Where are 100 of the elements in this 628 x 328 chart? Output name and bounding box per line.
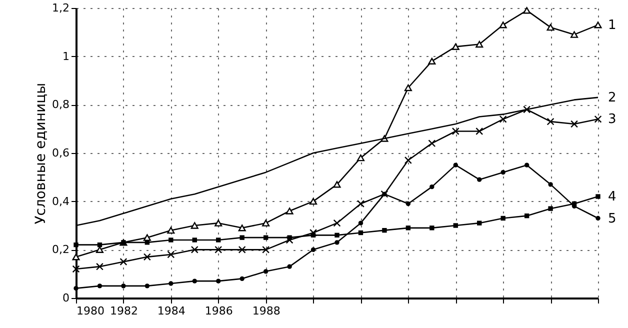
point — [477, 220, 482, 226]
y-tick-label: 1,2 — [52, 2, 70, 14]
point — [192, 238, 197, 242]
point — [238, 224, 246, 232]
point — [546, 118, 554, 126]
y-tick-label: 1 — [62, 50, 70, 63]
point — [334, 232, 340, 238]
point — [476, 127, 484, 136]
point — [594, 22, 602, 28]
point — [144, 284, 150, 288]
point — [358, 220, 364, 226]
point — [356, 154, 364, 162]
point — [216, 238, 221, 242]
point — [333, 219, 341, 227]
point — [524, 213, 530, 218]
point — [524, 162, 530, 168]
x-tick-label: 1988 — [252, 304, 280, 318]
point — [596, 194, 600, 199]
series-label: 1 — [608, 18, 616, 33]
point — [334, 240, 340, 245]
point — [167, 250, 175, 258]
point — [358, 230, 364, 236]
series-label: 3 — [608, 112, 616, 128]
point — [428, 58, 436, 65]
point — [167, 226, 175, 234]
point — [72, 265, 80, 273]
point — [97, 242, 102, 248]
x-tick-label: 1980 — [76, 304, 104, 318]
point — [168, 281, 174, 286]
point — [452, 127, 460, 136]
point — [570, 120, 578, 128]
point — [428, 140, 436, 148]
point — [499, 22, 507, 28]
point — [286, 236, 294, 244]
point — [240, 235, 244, 240]
point — [523, 7, 531, 14]
point — [310, 247, 316, 252]
point — [216, 278, 221, 284]
point — [310, 198, 318, 205]
point — [382, 228, 387, 233]
point — [190, 222, 198, 229]
point — [121, 284, 126, 288]
point — [523, 106, 531, 114]
point — [500, 216, 506, 221]
point — [190, 246, 198, 254]
point — [570, 31, 578, 38]
point — [240, 276, 244, 282]
x-tick-label: 1982 — [110, 304, 138, 318]
point — [143, 253, 151, 261]
point — [404, 84, 412, 92]
point — [477, 177, 482, 182]
point — [74, 242, 78, 248]
y-axis-title: Условные единицы — [33, 82, 50, 224]
point — [548, 182, 553, 187]
point — [596, 216, 600, 221]
point — [120, 258, 128, 266]
point — [453, 223, 458, 228]
point — [333, 181, 341, 188]
y-tick-label: 0,6 — [52, 146, 70, 160]
series-label: 5 — [608, 211, 616, 226]
point — [143, 234, 151, 241]
point — [500, 170, 506, 175]
x-tick-label: 1984 — [157, 304, 186, 318]
point — [548, 206, 553, 211]
x-tick-label: 1986 — [204, 304, 233, 318]
point — [263, 235, 268, 240]
point — [168, 238, 174, 242]
point — [96, 262, 104, 270]
point — [192, 278, 197, 284]
point — [96, 246, 104, 254]
point — [453, 162, 458, 168]
point — [74, 286, 78, 291]
point — [356, 200, 364, 208]
point — [499, 115, 507, 123]
point — [144, 240, 150, 245]
point — [287, 264, 292, 269]
y-tick-label: 0,8 — [52, 98, 70, 112]
point — [214, 220, 222, 226]
point — [287, 235, 292, 240]
point — [430, 226, 434, 230]
point — [310, 232, 316, 238]
point — [97, 284, 102, 288]
y-tick-label: 0,2 — [52, 243, 70, 256]
point — [404, 156, 412, 164]
point — [476, 40, 484, 48]
series-label: 4 — [608, 190, 616, 204]
point — [546, 24, 554, 31]
point — [594, 115, 602, 123]
point — [406, 226, 411, 230]
series-label: 2 — [608, 90, 616, 106]
y-tick-label: 0,4 — [52, 194, 70, 208]
point — [452, 43, 460, 50]
point — [430, 184, 434, 190]
point — [214, 246, 222, 254]
point — [238, 246, 246, 254]
point — [286, 208, 294, 214]
point — [262, 220, 270, 226]
y-tick-label: 0 — [62, 292, 70, 304]
point — [406, 201, 411, 206]
point — [263, 269, 268, 274]
